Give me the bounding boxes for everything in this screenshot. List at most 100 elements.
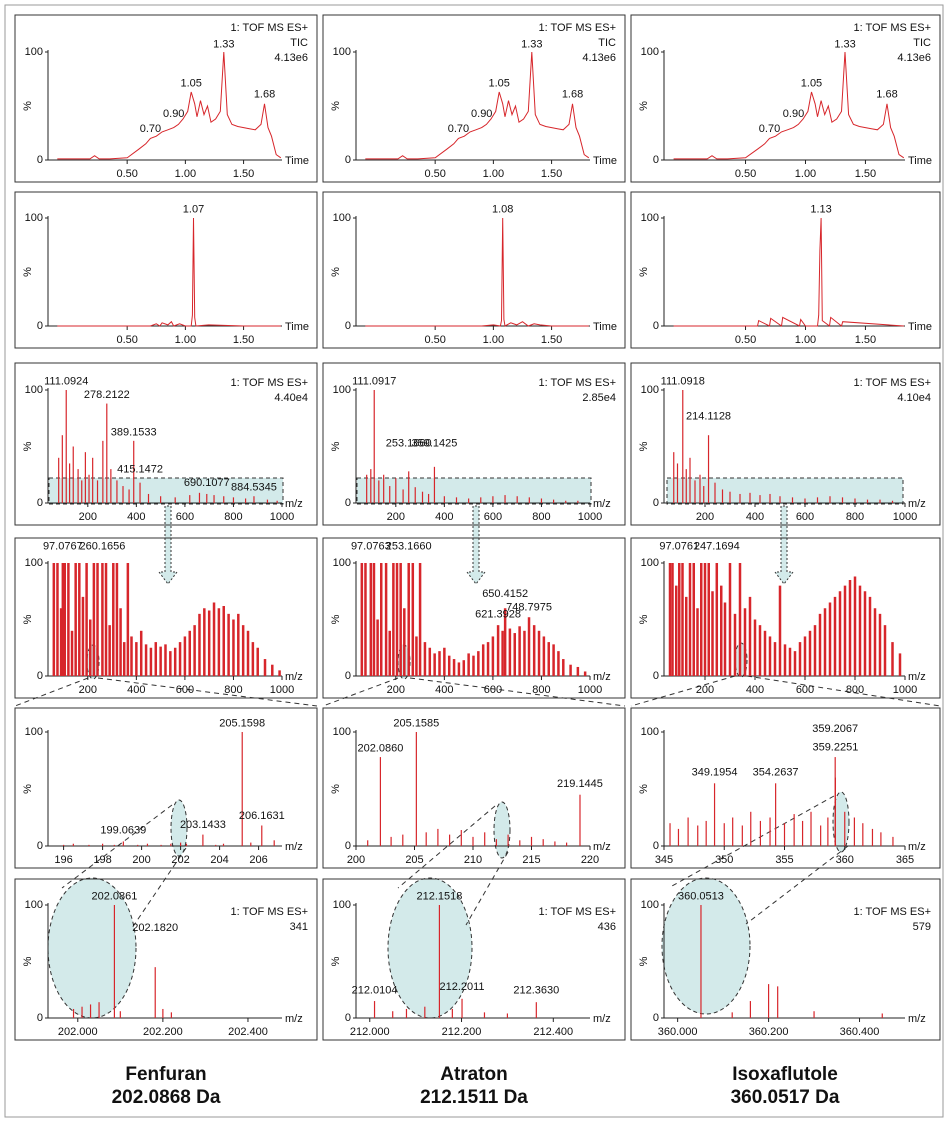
x-tick-label: 600	[484, 684, 502, 696]
peak-label: 0.70	[759, 123, 780, 135]
spectrum-header: 1: TOF MS ES+	[230, 906, 308, 918]
x-axis-label: Time	[908, 321, 932, 333]
peak-label: 1.33	[521, 39, 542, 51]
peak-label: 1.07	[183, 204, 204, 216]
zoom-line	[630, 675, 941, 707]
peak-label: 0.90	[783, 108, 804, 120]
x-tick-label: 0.50	[735, 334, 756, 346]
y-axis-label: %	[22, 956, 34, 966]
panel-frame	[322, 537, 626, 699]
y-tick-label: 100	[641, 726, 659, 738]
zoom-lines	[14, 675, 941, 929]
peak-label: 1.05	[488, 78, 509, 90]
x-tick-label: 205	[405, 854, 423, 866]
peak-label: 260.1656	[79, 541, 125, 553]
x-axis-label: m/z	[593, 841, 611, 853]
x-tick-label: 800	[846, 684, 864, 696]
x-tick-label: 212.000	[350, 1026, 390, 1038]
peak-label: 389.1533	[111, 426, 157, 438]
zoom-box	[48, 477, 284, 505]
peak-label: 1.08	[492, 204, 513, 216]
zoom-ellipse	[170, 799, 188, 857]
y-tick-label: 100	[333, 557, 351, 569]
x-tick-label: 1000	[270, 511, 294, 523]
x-tick-label: 200	[696, 684, 714, 696]
panel-frame	[630, 14, 941, 183]
spectrum-header: 1: TOF MS ES+	[538, 22, 616, 34]
y-axis-label: %	[22, 784, 34, 794]
x-tick-label: 355	[775, 854, 793, 866]
peak-label: 650.4152	[482, 588, 528, 600]
x-tick-label: 200	[387, 511, 405, 523]
chromatogram-line	[365, 217, 589, 327]
peak-label: 219.1445	[557, 778, 603, 790]
peak-label: 1.33	[834, 39, 855, 51]
compound-mass: 202.0868 Da	[112, 1087, 221, 1108]
peak-label: 349.1954	[692, 767, 738, 779]
peak-label: 212.0104	[352, 984, 398, 996]
y-axis-label: %	[638, 267, 650, 277]
x-tick-label: 345	[655, 854, 673, 866]
peak-label: 253.1660	[386, 438, 432, 450]
x-tick-label: 1.50	[541, 334, 562, 346]
y-axis-label: %	[638, 956, 650, 966]
y-tick-label: 0	[653, 320, 659, 332]
x-tick-label: 0.50	[424, 168, 445, 180]
y-tick-label: 100	[333, 899, 351, 911]
peak-label: 247.1694	[694, 541, 740, 553]
y-tick-label: 100	[25, 384, 43, 396]
x-axis-label: m/z	[593, 498, 611, 510]
chromatogram-line	[57, 51, 282, 160]
y-axis-label: %	[22, 441, 34, 451]
spectrum-header: 1: TOF MS ES+	[538, 377, 616, 389]
y-axis-label: %	[638, 784, 650, 794]
peak-label: 202.0860	[357, 743, 403, 755]
panel-frame	[322, 362, 626, 526]
chromatogram-line	[673, 51, 905, 160]
y-tick-label: 100	[333, 212, 351, 224]
x-tick-label: 360.000	[658, 1026, 698, 1038]
x-axis-label: Time	[908, 155, 932, 167]
x-axis-label: Time	[593, 321, 617, 333]
panel-frame	[322, 707, 626, 869]
y-axis-label: %	[330, 101, 342, 111]
y-tick-label: 0	[345, 670, 351, 682]
spectrum-header: 436	[598, 921, 616, 933]
peak-label: 1.33	[213, 39, 234, 51]
peak-label: 111.0917	[352, 376, 396, 388]
x-tick-label: 1.50	[855, 168, 876, 180]
x-tick-label: 200	[387, 684, 405, 696]
y-tick-label: 100	[641, 557, 659, 569]
y-axis-label: %	[638, 614, 650, 624]
y-tick-label: 0	[653, 1012, 659, 1024]
x-tick-label: 212.200	[442, 1026, 482, 1038]
x-tick-label: 400	[746, 511, 764, 523]
peak-label: 359.2251	[812, 741, 858, 753]
x-tick-label: 1000	[893, 684, 917, 696]
x-tick-label: 0.50	[735, 168, 756, 180]
x-tick-label: 1.00	[483, 168, 504, 180]
x-axis-label: Time	[285, 155, 309, 167]
x-tick-label: 600	[176, 511, 194, 523]
compound-name: Isoxaflutole	[732, 1064, 838, 1085]
spectrum-header: 1: TOF MS ES+	[538, 906, 616, 918]
peak-label: 0.70	[448, 123, 469, 135]
spectrum-header: 4.13e6	[274, 52, 308, 64]
panel-frame	[630, 707, 941, 869]
spectrum-header: 579	[913, 921, 931, 933]
peak-label: 1.68	[876, 88, 897, 100]
y-tick-label: 0	[37, 497, 43, 509]
peak-label: 0.90	[471, 108, 492, 120]
spectrum-header: 4.40e4	[274, 392, 308, 404]
peak-label: 202.1820	[132, 922, 178, 934]
zoom-arrow	[466, 505, 486, 585]
x-axis-label: m/z	[593, 671, 611, 683]
peak-label: 111.0918	[661, 376, 705, 388]
y-tick-label: 0	[345, 1012, 351, 1024]
peak-label: 203.1433	[180, 819, 226, 831]
y-tick-label: 100	[25, 557, 43, 569]
x-tick-label: 1.00	[175, 168, 196, 180]
zoom-arrows	[158, 505, 794, 585]
x-tick-label: 0.50	[424, 334, 445, 346]
